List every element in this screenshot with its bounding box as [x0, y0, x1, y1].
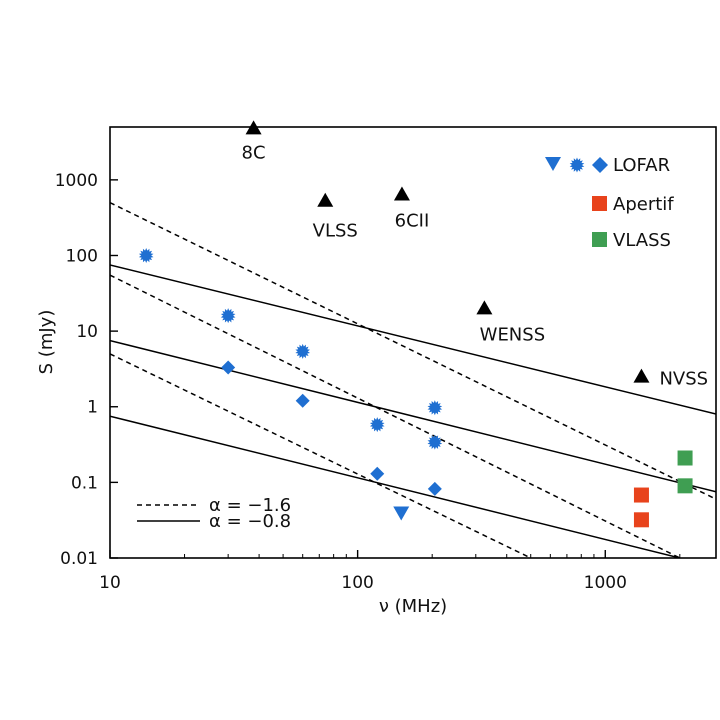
lofar-legend-star-shape: [569, 157, 585, 173]
y-tick-label: 0.1: [71, 473, 98, 493]
legend-label-vlass: VLASS: [613, 230, 671, 251]
legend-label-lofar: LOFAR: [613, 155, 670, 176]
y-tick-label: 1: [87, 398, 98, 418]
lofar-star-point: [138, 247, 154, 263]
lofar-legend-triangle-icon: [545, 157, 561, 171]
plot-frame: [109, 126, 717, 559]
lofar-star-point: [427, 434, 443, 450]
legend-label-apertif: Apertif: [613, 194, 674, 215]
survey-label: VLSS: [313, 221, 358, 242]
survey-labels: 8C VLSS 6CII WENSS NVSS: [242, 142, 709, 389]
axis-ticks: 10 100 1000 0.01 0.1 1 10 100 1000: [55, 171, 681, 593]
lofar-star-point: [295, 343, 311, 359]
lofar-triangle-point: [393, 506, 410, 521]
line-legend-label-solid: α = −0.8: [209, 511, 291, 532]
survey-triangle-point: [633, 368, 650, 383]
lofar-legend-diamond-icon: [592, 157, 608, 173]
survey-triangle-point: [317, 192, 334, 207]
spectral-line-solid-4: [110, 339, 716, 493]
apertif-square-point: [633, 487, 649, 503]
apertif-legend-square-icon: [592, 196, 607, 211]
y-tick-label: 100: [66, 246, 98, 266]
line-legend: α = −1.6 α = −0.8: [137, 495, 291, 532]
spectral-line-solid-5: [110, 415, 680, 558]
marker-legend: LOFAR Apertif VLASS: [545, 155, 674, 251]
x-axis-label: ν (MHz): [379, 596, 447, 617]
survey-triangle-point: [393, 186, 410, 201]
lofar-star-point: [369, 417, 385, 433]
line-legend-label-dashed: α = −1.6: [209, 495, 291, 516]
lofar-diamond-point: [427, 481, 442, 496]
vlass-square-point: [677, 450, 693, 466]
lofar-star-point: [427, 400, 443, 416]
x-tick-label: 10: [99, 573, 121, 593]
lofar-diamond-point: [370, 466, 385, 481]
data-points: [138, 120, 693, 528]
y-tick-label: 10: [76, 322, 98, 342]
spectral-line-dashed-1: [110, 274, 681, 558]
survey-label: 8C: [242, 142, 266, 163]
x-tick-label: 1000: [584, 573, 627, 593]
lofar-legend-star-icon: [569, 157, 585, 173]
y-tick-label: 0.01: [60, 549, 98, 569]
lofar-diamond-point: [295, 393, 310, 408]
apertif-square-point: [633, 512, 649, 528]
survey-triangle-point: [245, 120, 262, 135]
spectral-line-dashed-0: [110, 201, 716, 500]
spectral-index-lines: [110, 201, 716, 558]
survey-triangle-point: [476, 300, 493, 315]
vlass-legend-square-icon: [592, 232, 607, 247]
y-axis-label: S (mJy): [36, 310, 57, 375]
spectral-line-dashed-2: [110, 353, 532, 558]
survey-label: 6CII: [395, 211, 430, 232]
survey-label: NVSS: [659, 369, 708, 390]
spectral-line-solid-3: [110, 264, 716, 415]
lofar-star-point: [220, 308, 236, 324]
y-tick-label: 1000: [55, 171, 98, 191]
vlass-square-point: [677, 478, 693, 494]
lofar-diamond-point: [221, 360, 236, 375]
x-tick-label: 100: [341, 573, 373, 593]
survey-label: WENSS: [480, 324, 546, 345]
